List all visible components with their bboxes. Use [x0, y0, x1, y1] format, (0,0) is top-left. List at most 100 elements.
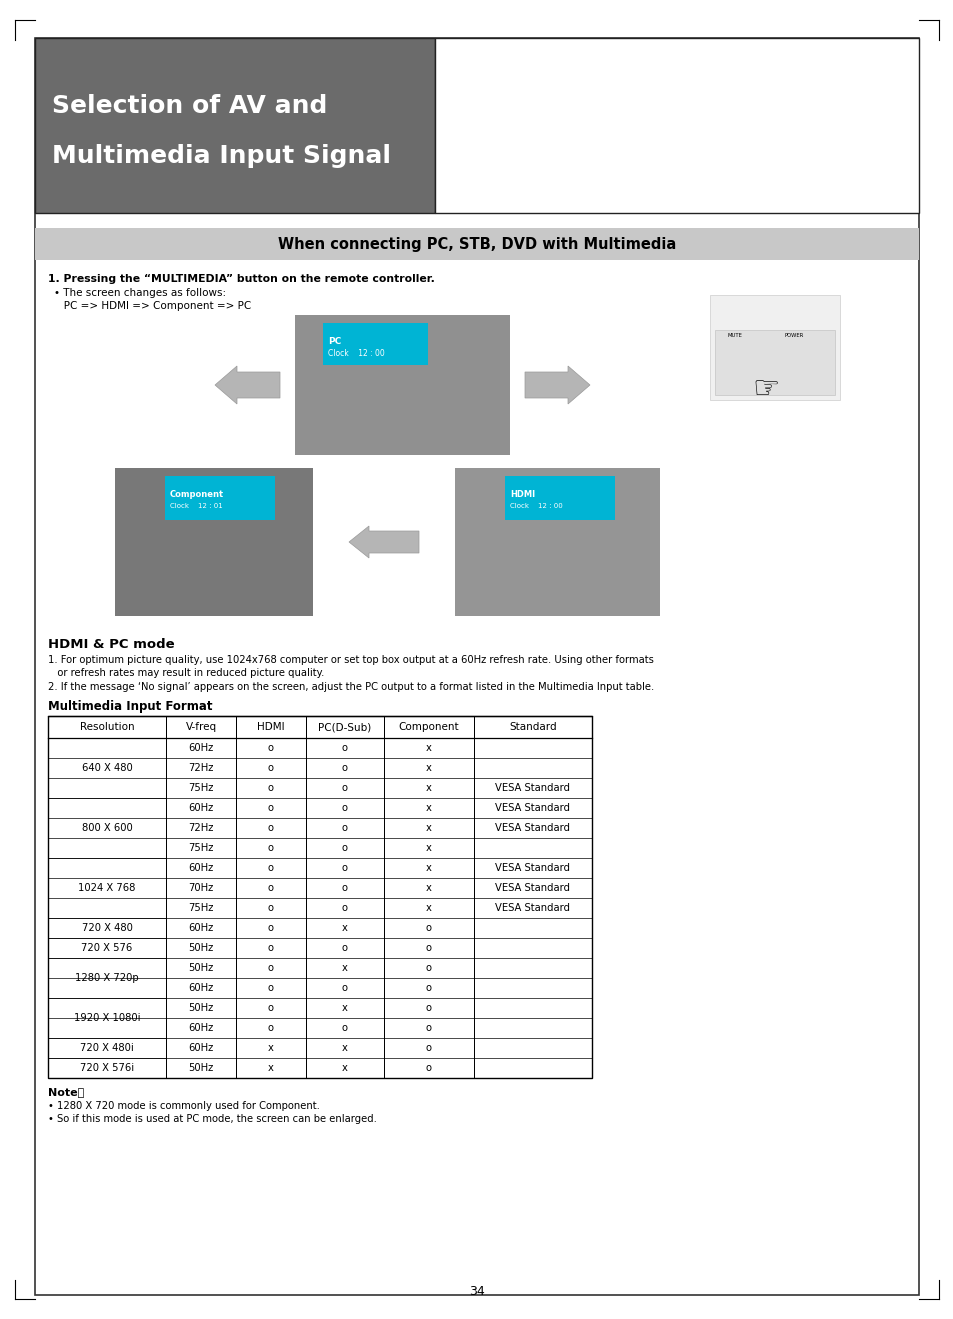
Text: POWER: POWER — [784, 332, 803, 338]
Text: Component: Component — [170, 489, 224, 499]
Text: o: o — [426, 1063, 432, 1072]
FancyArrow shape — [524, 365, 589, 404]
Text: V-freq: V-freq — [185, 721, 216, 732]
Text: 720 X 576: 720 X 576 — [81, 943, 132, 954]
Text: 70Hz: 70Hz — [188, 882, 213, 893]
Text: Selection of AV and: Selection of AV and — [52, 94, 327, 117]
Bar — [48, 1018, 592, 1038]
Text: • So if this mode is used at PC mode, the screen can be enlarged.: • So if this mode is used at PC mode, th… — [48, 1115, 376, 1124]
Text: 1. Pressing the “MULTIMEDIA” button on the remote controller.: 1. Pressing the “MULTIMEDIA” button on t… — [48, 274, 435, 284]
Bar — [455, 468, 659, 616]
Text: Multimedia Input Format: Multimedia Input Format — [48, 700, 213, 714]
Text: x: x — [426, 882, 432, 893]
Bar — [48, 838, 592, 857]
Text: VESA Standard: VESA Standard — [495, 882, 570, 893]
Text: 2. If the message ‘No signal’ appears on the screen, adjust the PC output to a f: 2. If the message ‘No signal’ appears on… — [48, 682, 654, 692]
Text: x: x — [426, 743, 432, 753]
Text: ☞: ☞ — [751, 375, 779, 404]
Bar — [35, 38, 435, 212]
Text: o: o — [341, 783, 348, 793]
Text: Clock    12 : 00: Clock 12 : 00 — [328, 350, 384, 357]
Text: o: o — [341, 823, 348, 834]
Bar — [165, 476, 274, 520]
Text: 1024 X 768: 1024 X 768 — [78, 882, 135, 893]
Bar — [115, 468, 313, 616]
Text: x: x — [426, 762, 432, 773]
Text: o: o — [341, 803, 348, 813]
Text: 50Hz: 50Hz — [188, 963, 213, 973]
Text: o: o — [268, 983, 274, 993]
Text: o: o — [268, 863, 274, 873]
Text: 60Hz: 60Hz — [188, 743, 213, 753]
Text: x: x — [426, 904, 432, 913]
Text: 72Hz: 72Hz — [188, 823, 213, 834]
Bar — [48, 1038, 592, 1058]
Text: o: o — [426, 1024, 432, 1033]
Bar — [709, 295, 840, 400]
Text: Resolution: Resolution — [80, 721, 134, 732]
Text: 720 X 480: 720 X 480 — [81, 923, 132, 933]
Text: HDMI & PC mode: HDMI & PC mode — [48, 638, 174, 652]
Text: 75Hz: 75Hz — [188, 783, 213, 793]
Bar — [48, 878, 592, 898]
Text: Clock    12 : 00: Clock 12 : 00 — [510, 503, 562, 509]
Bar — [48, 918, 592, 938]
Text: o: o — [268, 904, 274, 913]
Text: o: o — [426, 923, 432, 933]
Text: 60Hz: 60Hz — [188, 1024, 213, 1033]
Text: o: o — [268, 923, 274, 933]
Bar — [48, 998, 592, 1018]
Text: o: o — [268, 963, 274, 973]
Text: o: o — [426, 943, 432, 954]
Bar — [714, 330, 834, 394]
Bar — [504, 476, 615, 520]
Text: o: o — [341, 904, 348, 913]
Text: When connecting PC, STB, DVD with Multimedia: When connecting PC, STB, DVD with Multim… — [277, 236, 676, 252]
Bar — [35, 38, 435, 212]
Bar — [435, 38, 918, 212]
Text: x: x — [342, 923, 348, 933]
Text: o: o — [426, 1043, 432, 1053]
Bar — [48, 716, 592, 739]
Text: x: x — [426, 803, 432, 813]
Text: x: x — [268, 1043, 274, 1053]
Bar — [48, 938, 592, 958]
Text: • 1280 X 720 mode is commonly used for Component.: • 1280 X 720 mode is commonly used for C… — [48, 1101, 319, 1111]
Text: 720 X 480i: 720 X 480i — [80, 1043, 133, 1053]
Text: VESA Standard: VESA Standard — [495, 803, 570, 813]
Text: o: o — [268, 762, 274, 773]
Text: o: o — [341, 843, 348, 853]
Text: PC: PC — [328, 336, 341, 346]
Text: 75Hz: 75Hz — [188, 904, 213, 913]
Text: x: x — [342, 1002, 348, 1013]
Text: 640 X 480: 640 X 480 — [82, 762, 132, 773]
Text: x: x — [342, 1043, 348, 1053]
Text: or refresh rates may result in reduced picture quality.: or refresh rates may result in reduced p… — [48, 667, 324, 678]
Text: x: x — [426, 843, 432, 853]
Text: o: o — [426, 1002, 432, 1013]
Text: o: o — [268, 843, 274, 853]
Bar — [48, 778, 592, 798]
Text: x: x — [426, 823, 432, 834]
Text: o: o — [341, 983, 348, 993]
Bar — [48, 1058, 592, 1078]
Text: PC(D-Sub): PC(D-Sub) — [318, 721, 372, 732]
Text: o: o — [268, 743, 274, 753]
Text: 60Hz: 60Hz — [188, 803, 213, 813]
Text: o: o — [268, 1002, 274, 1013]
Text: o: o — [268, 943, 274, 954]
Text: Component: Component — [398, 721, 458, 732]
Text: o: o — [268, 783, 274, 793]
Bar — [48, 716, 592, 1078]
Text: o: o — [341, 762, 348, 773]
Text: o: o — [426, 983, 432, 993]
Bar — [48, 739, 592, 758]
Text: 50Hz: 50Hz — [188, 943, 213, 954]
Bar — [48, 758, 592, 778]
Text: 800 X 600: 800 X 600 — [82, 823, 132, 834]
Text: HDMI: HDMI — [510, 489, 535, 499]
Text: x: x — [426, 863, 432, 873]
Text: 1280 X 720p: 1280 X 720p — [75, 973, 139, 983]
Text: x: x — [268, 1063, 274, 1072]
Text: 1. For optimum picture quality, use 1024x768 computer or set top box output at a: 1. For optimum picture quality, use 1024… — [48, 656, 653, 665]
